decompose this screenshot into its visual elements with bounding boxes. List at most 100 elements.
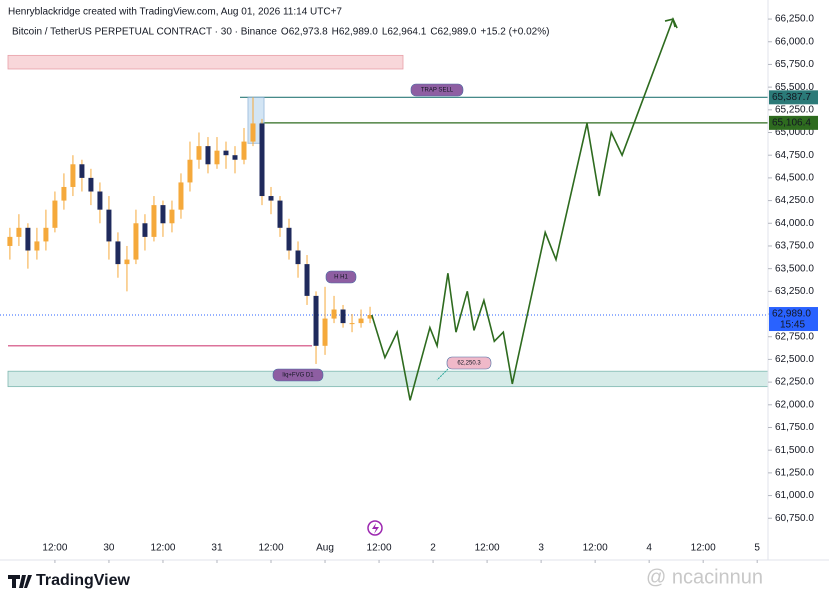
x-tick-label: 12:00 <box>367 543 392 554</box>
candle-body <box>367 315 373 319</box>
y-tick-label: 65,000.0 <box>775 127 814 138</box>
annotation-box <box>325 270 357 284</box>
candle-body <box>70 164 76 187</box>
current-price-label: 62,989.0 <box>772 309 811 320</box>
candle-body <box>133 223 139 260</box>
y-tick-label: 65,250.0 <box>775 104 814 115</box>
level-tag <box>769 90 818 105</box>
ohlc-label: L <box>382 27 388 38</box>
candle-body <box>223 150 229 156</box>
brand: TradingView <box>36 572 131 589</box>
candle-body <box>43 227 49 242</box>
y-tick-label: 63,250.0 <box>775 286 814 297</box>
x-tick-label: 12:00 <box>42 543 67 554</box>
brand-logo <box>8 575 32 588</box>
change: +15.2 (+0.02%) <box>480 27 549 38</box>
y-tick-label: 62,000.0 <box>775 399 814 410</box>
y-tick-label: 61,750.0 <box>775 422 814 433</box>
x-tick-label: 12:00 <box>583 543 608 554</box>
plot-layer <box>0 17 769 401</box>
candle-body <box>214 150 220 165</box>
annotation: H H1 <box>334 275 348 281</box>
annotation: 62,250.3 <box>457 361 481 367</box>
x-tick-label: 4 <box>646 543 652 554</box>
annotation-box <box>410 83 464 97</box>
annotation: liq+FVG D1 <box>282 373 314 379</box>
candle-body <box>331 309 337 319</box>
candle-body <box>277 200 283 228</box>
candle-body <box>259 123 265 197</box>
candle-body <box>151 205 157 237</box>
candle-body <box>232 155 238 160</box>
candle-body <box>295 250 301 265</box>
x-tick-label: 12:00 <box>150 543 175 554</box>
candle-body <box>196 146 202 160</box>
candle-body <box>268 196 274 201</box>
y-tick-label: 64,000.0 <box>775 218 814 229</box>
current-price-tag <box>769 307 818 332</box>
candle-body <box>349 323 355 325</box>
y-tick-label: 62,750.0 <box>775 331 814 342</box>
y-tick-label: 65,500.0 <box>775 82 814 93</box>
candle-body <box>169 209 175 224</box>
candle-body <box>97 191 103 210</box>
candle-body <box>304 264 310 296</box>
y-tick-label: 66,250.0 <box>775 14 814 25</box>
ohlc-label: H <box>332 27 339 38</box>
watermark: @ ncacinnun <box>646 566 763 588</box>
y-tick-label: 60,750.0 <box>775 513 814 524</box>
zone <box>7 54 404 70</box>
candle-body <box>340 309 346 324</box>
y-tick-label: 62,250.0 <box>775 377 814 388</box>
y-tick-label: 61,250.0 <box>775 468 814 479</box>
x-tick-label: 5 <box>754 543 760 554</box>
y-tick-label: 64,750.0 <box>775 150 814 161</box>
ohlc-value: 62,964.1 <box>387 27 426 38</box>
projection-arrow <box>664 18 676 28</box>
annotation-box <box>446 356 492 370</box>
candle-body <box>313 295 319 346</box>
level-tag <box>769 115 818 130</box>
event-bolt <box>372 523 379 534</box>
candle-body <box>7 236 13 246</box>
candle-body <box>16 227 22 237</box>
candle-body <box>79 164 85 178</box>
candle-body <box>124 259 130 265</box>
event-icon[interactable] <box>367 520 383 536</box>
candle-body <box>286 227 292 251</box>
candle-body <box>142 223 148 237</box>
x-tick-label: Aug <box>316 543 334 554</box>
y-tick-label: 63,500.0 <box>775 263 814 274</box>
zone <box>7 370 769 388</box>
x-tick-label: 30 <box>103 543 115 554</box>
level-label: 65,106.4 <box>772 117 811 128</box>
annotation: TRAP SELL <box>421 88 454 94</box>
chart-title: Bitcoin / TetherUS PERPETUAL CONTRACT · … <box>12 27 277 38</box>
candle-body <box>34 241 40 251</box>
x-tick-label: 2 <box>430 543 436 554</box>
candle-body <box>160 205 166 224</box>
y-tick-label: 64,250.0 <box>775 195 814 206</box>
candle-body <box>88 177 94 192</box>
candle-body <box>250 123 256 142</box>
y-tick-label: 64,500.0 <box>775 173 814 184</box>
annotation-box <box>272 368 324 382</box>
projection-line <box>371 17 678 401</box>
y-tick-label: 61,000.0 <box>775 490 814 501</box>
ohlc-label: O <box>281 27 289 38</box>
ohlc-value: 62,989.0 <box>438 27 477 38</box>
ohlc-label: C <box>430 27 437 38</box>
x-tick-label: 31 <box>211 543 223 554</box>
candle-body <box>106 209 112 242</box>
credit: Henryblackridge created with TradingView… <box>8 7 342 18</box>
y-tick-label: 62,500.0 <box>775 354 814 365</box>
annotation-pointer <box>436 368 449 381</box>
candle-body <box>322 318 328 346</box>
candle-body <box>241 141 247 160</box>
candle-body <box>187 159 193 183</box>
y-tick-label: 63,750.0 <box>775 241 814 252</box>
candle-body <box>115 241 121 265</box>
ohlc-value: 62,989.0 <box>339 27 378 38</box>
ohlc-value: 62,973.8 <box>289 27 328 38</box>
